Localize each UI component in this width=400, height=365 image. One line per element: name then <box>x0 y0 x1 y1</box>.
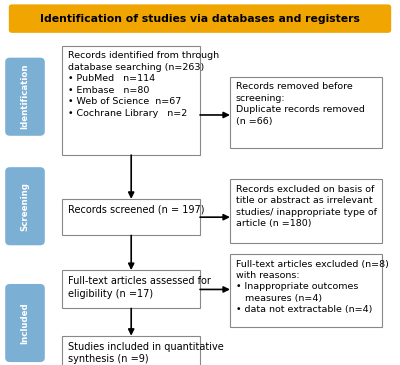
FancyBboxPatch shape <box>9 4 391 33</box>
Text: Identification: Identification <box>20 64 30 130</box>
FancyBboxPatch shape <box>5 284 45 362</box>
Text: Studies included in quantitative
synthesis (n =9): Studies included in quantitative synthes… <box>68 342 223 364</box>
FancyBboxPatch shape <box>230 254 382 327</box>
FancyBboxPatch shape <box>230 179 382 243</box>
Text: Full-text articles excluded (n=8)
with reasons:
• Inappropriate outcomes
   meas: Full-text articles excluded (n=8) with r… <box>236 260 388 314</box>
FancyBboxPatch shape <box>5 167 45 245</box>
Text: Records identified from through
database searching (n=263)
• PubMed   n=114
• Em: Records identified from through database… <box>68 51 219 118</box>
FancyBboxPatch shape <box>62 270 200 308</box>
Text: Records excluded on basis of
title or abstract as irrelevant
studies/ inappropri: Records excluded on basis of title or ab… <box>236 185 377 228</box>
FancyBboxPatch shape <box>62 46 200 155</box>
Text: Full-text articles assessed for
eligibility (n =17): Full-text articles assessed for eligibil… <box>68 276 210 299</box>
Text: Records screened (n = 197): Records screened (n = 197) <box>68 205 204 215</box>
FancyBboxPatch shape <box>62 336 200 365</box>
Text: Identification of studies via databases and registers: Identification of studies via databases … <box>40 14 360 24</box>
FancyBboxPatch shape <box>62 199 200 235</box>
Text: Included: Included <box>20 302 30 344</box>
FancyBboxPatch shape <box>230 77 382 148</box>
FancyBboxPatch shape <box>5 58 45 136</box>
Text: Records removed before
screening:
Duplicate records removed
(n =66): Records removed before screening: Duplic… <box>236 82 364 126</box>
Text: Screening: Screening <box>20 182 30 231</box>
